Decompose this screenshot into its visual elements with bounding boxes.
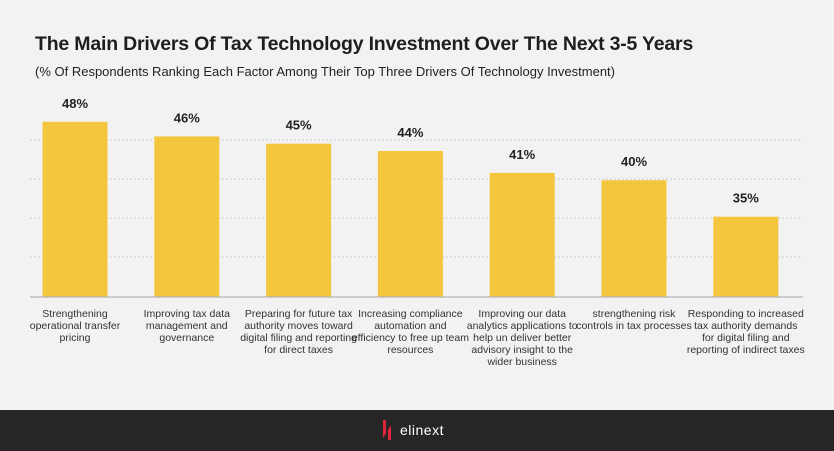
- category-label: Responding to increased tax authority de…: [686, 308, 805, 356]
- logo-text: elinext: [400, 422, 444, 438]
- data-label: 45%: [286, 118, 312, 133]
- category-label: Preparing for future tax authority moves…: [240, 308, 357, 356]
- bar: [266, 143, 332, 297]
- bar: [713, 216, 779, 297]
- bar: [154, 136, 220, 297]
- data-label: 48%: [62, 96, 88, 111]
- category-label: strengthening risk controls in tax proce…: [576, 308, 692, 332]
- data-label: 44%: [397, 125, 423, 140]
- chart-subtitle: (% Of Respondents Ranking Each Factor Am…: [35, 64, 615, 79]
- category-label: Improving tax data management and govern…: [143, 308, 230, 344]
- data-label: 40%: [621, 154, 647, 169]
- category-label: Increasing compliance automation and eff…: [351, 308, 469, 356]
- footer: elinext: [0, 410, 834, 451]
- data-label: 46%: [174, 110, 200, 125]
- elinext-logo: elinext: [380, 419, 444, 441]
- category-label: Improving our data analytics application…: [466, 308, 578, 368]
- data-label: 35%: [733, 191, 759, 206]
- bar: [489, 172, 555, 297]
- bar: [42, 121, 108, 297]
- elinext-logo-icon: [383, 420, 391, 440]
- data-label: 41%: [509, 147, 535, 162]
- bar-chart: 48% 46% 45% 44% 41% 40% 35%: [30, 96, 803, 298]
- chart-title: The Main Drivers Of Tax Technology Inves…: [35, 33, 694, 55]
- bar: [377, 151, 443, 297]
- bar: [601, 180, 667, 297]
- category-label: Strengthening operational transfer prici…: [29, 308, 121, 344]
